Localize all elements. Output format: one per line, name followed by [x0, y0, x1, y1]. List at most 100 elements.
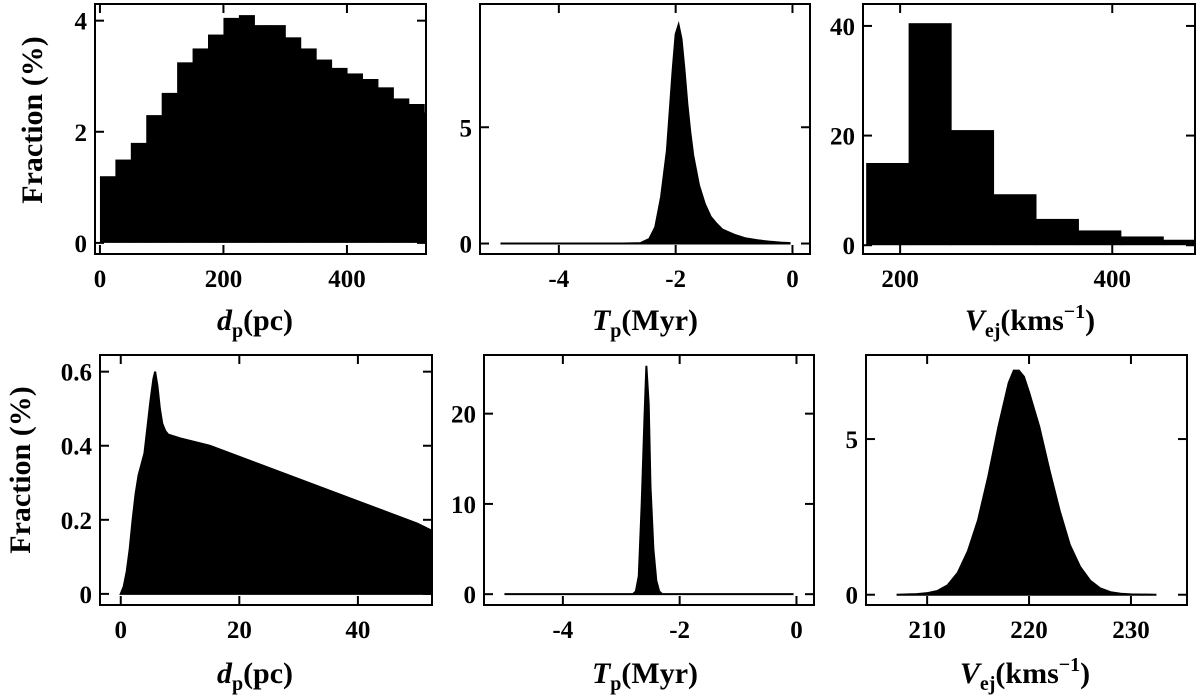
x-tick-label: -4 [552, 617, 573, 644]
y-tick-label: 0 [846, 583, 859, 610]
y-tick-label: 4 [75, 9, 88, 36]
axes-frame [479, 3, 811, 255]
x-tick-label: 230 [1112, 617, 1150, 644]
histogram-area [504, 365, 794, 596]
panel-bottom-middle-tp-histogram: -4 -2 0 0 10 20 Tp(Myr) [451, 354, 815, 695]
histogram-bar [1120, 236, 1164, 246]
axes-frame [99, 354, 433, 606]
x-axis-symbol: T [592, 657, 612, 690]
x-axis-superscript: −1 [1059, 654, 1080, 676]
histogram-bar [908, 23, 952, 246]
x-tick-label: -2 [669, 617, 690, 644]
x-axis-label: dp(pc) [217, 657, 293, 695]
histogram-bar [238, 15, 255, 243]
x-axis-label: Vej(kms−1) [965, 301, 1095, 342]
x-tick-label: 210 [908, 617, 946, 644]
x-axis-label: dp(pc) [217, 304, 293, 342]
y-tick-label: 10 [451, 492, 476, 519]
histogram-bar [346, 73, 363, 243]
histogram-bar [208, 34, 225, 243]
y-tick-label: 0 [75, 231, 88, 258]
x-axis-unit: (pc) [243, 304, 293, 337]
axes-frame [483, 354, 815, 606]
histogram-bar [115, 159, 132, 243]
x-axis-symbol: V [965, 304, 988, 337]
x-tick-label: 0 [94, 266, 107, 293]
y-tick-label: 2 [75, 120, 88, 147]
histogram-bar [1078, 230, 1122, 246]
x-axis-subscript: p [232, 320, 243, 342]
histogram-bar [254, 25, 271, 243]
histogram-bar [866, 162, 910, 246]
x-tick-label: 0 [115, 617, 128, 644]
x-axis-symbol: V [960, 657, 983, 690]
plot-area [866, 23, 1195, 246]
histogram-bar [99, 176, 116, 243]
histogram-bar [269, 25, 286, 243]
x-tick-label: 200 [205, 266, 243, 293]
y-tick-label: 0 [460, 232, 473, 259]
y-axis-label-bottom: Fraction (%) [4, 386, 37, 553]
axes-frame [865, 354, 1188, 606]
x-tick-label: 40 [345, 617, 370, 644]
plot-area [500, 20, 791, 245]
panel-bottom-right-vej-histogram: 210 220 230 0 5 Vej(kms−1) [846, 354, 1188, 695]
x-tick-label: 0 [790, 617, 803, 644]
x-axis-label: Tp(Myr) [592, 657, 698, 695]
panel-top-middle-tp-histogram: -4 -2 0 0 5 Tp(Myr) [460, 3, 811, 342]
histogram-bar [377, 87, 394, 243]
y-tick-label: 5 [460, 115, 473, 142]
y-tick-label: 20 [451, 402, 476, 429]
histogram-bar [1035, 218, 1079, 246]
histogram-bar [440, 125, 456, 243]
y-tick-label: 0 [464, 582, 477, 609]
x-axis-symbol: T [592, 304, 612, 337]
plot-area [99, 15, 502, 243]
x-axis-unit: (kms [995, 657, 1058, 690]
y-tick-label: 5 [846, 427, 859, 454]
x-tick-label: -4 [548, 266, 569, 293]
histogram-bar [223, 17, 240, 243]
histogram-bar [951, 130, 995, 246]
histogram-bar [1163, 239, 1195, 246]
histogram-bar [300, 48, 317, 243]
y-tick-label: 0 [843, 233, 856, 260]
y-axis-label-top: Fraction (%) [16, 36, 49, 203]
x-axis-subscript: ej [980, 673, 996, 695]
x-tick-label: 400 [328, 266, 366, 293]
x-tick-label: 400 [1094, 266, 1132, 293]
x-tick-label: 220 [1010, 617, 1048, 644]
histogram-bar [161, 92, 178, 243]
histogram-bar [316, 59, 333, 243]
x-tick-label: -2 [665, 266, 686, 293]
histogram-bar [993, 194, 1037, 246]
histogram-area [896, 369, 1157, 596]
panel-top-right-vej-histogram: 200 400 0 20 40 Vej(kms−1) [830, 3, 1196, 342]
axes-frame [862, 3, 1196, 255]
x-axis-subscript: ej [985, 320, 1001, 342]
y-tick-label: 20 [830, 124, 855, 151]
histogram-bar [470, 135, 486, 243]
y-tick-label: 0.6 [61, 360, 92, 387]
histogram-bar [408, 104, 425, 243]
x-axis-unit: (Myr) [621, 304, 698, 337]
x-axis-label: Tp(Myr) [592, 304, 698, 342]
histogram-bar [177, 62, 194, 243]
panel-bottom-left-dp-histogram: 0 20 40 0 0.2 0.4 0.6 dp(pc) [61, 354, 433, 695]
histogram-bar [393, 98, 410, 243]
histogram-bar [486, 150, 502, 243]
axes-frame [94, 3, 427, 255]
histogram-bar [130, 142, 147, 243]
y-tick-label: 0 [80, 582, 93, 609]
y-tick-label: 0.4 [61, 434, 93, 461]
y-tick-label: 0.2 [61, 508, 92, 535]
histogram-bar [192, 48, 209, 243]
histogram-bar [146, 115, 163, 243]
histogram-bar [455, 127, 471, 243]
x-axis-subscript: p [610, 673, 621, 695]
x-axis-subscript: p [232, 673, 243, 695]
histogram-area [500, 20, 791, 245]
x-tick-label: 200 [881, 266, 919, 293]
x-tick-label: 0 [786, 266, 799, 293]
plot-area [896, 369, 1157, 596]
